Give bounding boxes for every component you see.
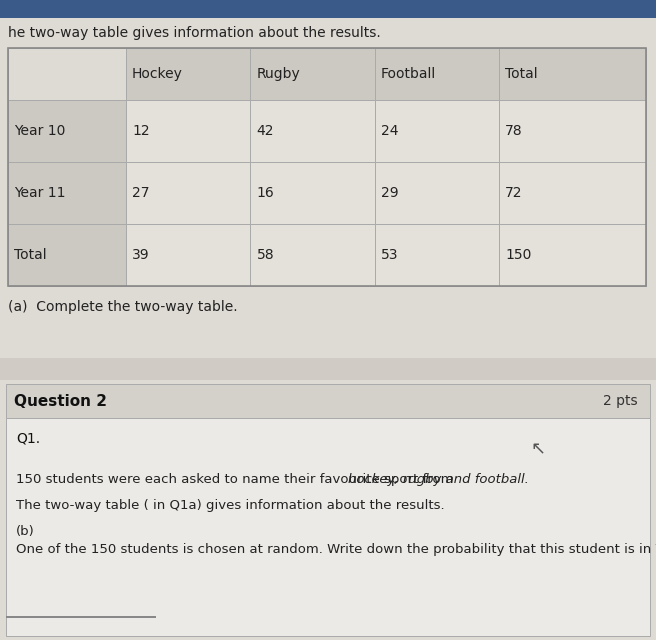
Text: 2 pts: 2 pts — [604, 394, 638, 408]
Text: Total: Total — [14, 248, 47, 262]
Bar — [6, 384, 650, 418]
Bar — [126, 48, 251, 100]
Text: Year 11: Year 11 — [14, 186, 66, 200]
Bar — [0, 18, 656, 358]
Text: 39: 39 — [132, 248, 150, 262]
Bar — [375, 162, 499, 224]
Text: (b): (b) — [16, 525, 35, 538]
Bar — [251, 100, 375, 162]
Text: 16: 16 — [256, 186, 274, 200]
Bar — [0, 380, 656, 640]
Text: Rugby: Rugby — [256, 67, 300, 81]
Text: Football: Football — [381, 67, 436, 81]
Text: hockey, rugby and football.: hockey, rugby and football. — [348, 473, 528, 486]
Text: (a)  Complete the two-way table.: (a) Complete the two-way table. — [8, 300, 237, 314]
Text: 53: 53 — [381, 248, 398, 262]
Text: 42: 42 — [256, 124, 274, 138]
Bar — [375, 224, 499, 286]
Text: 24: 24 — [381, 124, 398, 138]
Bar — [8, 48, 126, 100]
Bar — [126, 224, 251, 286]
Bar — [499, 224, 646, 286]
Bar — [251, 224, 375, 286]
Bar — [6, 616, 156, 618]
Text: Question 2: Question 2 — [14, 394, 107, 408]
Text: Total: Total — [505, 67, 538, 81]
Text: Q1.: Q1. — [16, 432, 40, 446]
Bar — [8, 162, 126, 224]
Bar — [251, 48, 375, 100]
Text: Year 10: Year 10 — [14, 124, 66, 138]
Bar — [126, 162, 251, 224]
Text: The two-way table ( in Q1a) gives information about the results.: The two-way table ( in Q1a) gives inform… — [16, 499, 445, 512]
Text: 78: 78 — [505, 124, 523, 138]
Text: 27: 27 — [132, 186, 150, 200]
Text: Hockey: Hockey — [132, 67, 183, 81]
Bar — [6, 418, 650, 636]
Text: 72: 72 — [505, 186, 523, 200]
Bar — [126, 100, 251, 162]
Bar — [8, 224, 126, 286]
Text: One of the 150 students is chosen at random. Write down the probability that thi: One of the 150 students is chosen at ran… — [16, 543, 656, 556]
Bar — [499, 162, 646, 224]
Bar — [499, 100, 646, 162]
Text: ↖: ↖ — [530, 440, 545, 458]
Text: he two-way table gives information about the results.: he two-way table gives information about… — [8, 26, 380, 40]
Bar — [375, 48, 499, 100]
Text: 29: 29 — [381, 186, 398, 200]
Text: 150: 150 — [505, 248, 531, 262]
Bar — [375, 100, 499, 162]
Bar — [251, 162, 375, 224]
Text: 150 students were each asked to name their favourite sport from: 150 students were each asked to name the… — [16, 473, 458, 486]
Bar — [499, 48, 646, 100]
Bar — [8, 100, 126, 162]
Text: 12: 12 — [132, 124, 150, 138]
Bar — [8, 48, 646, 286]
Text: 58: 58 — [256, 248, 274, 262]
Bar — [0, 0, 656, 18]
